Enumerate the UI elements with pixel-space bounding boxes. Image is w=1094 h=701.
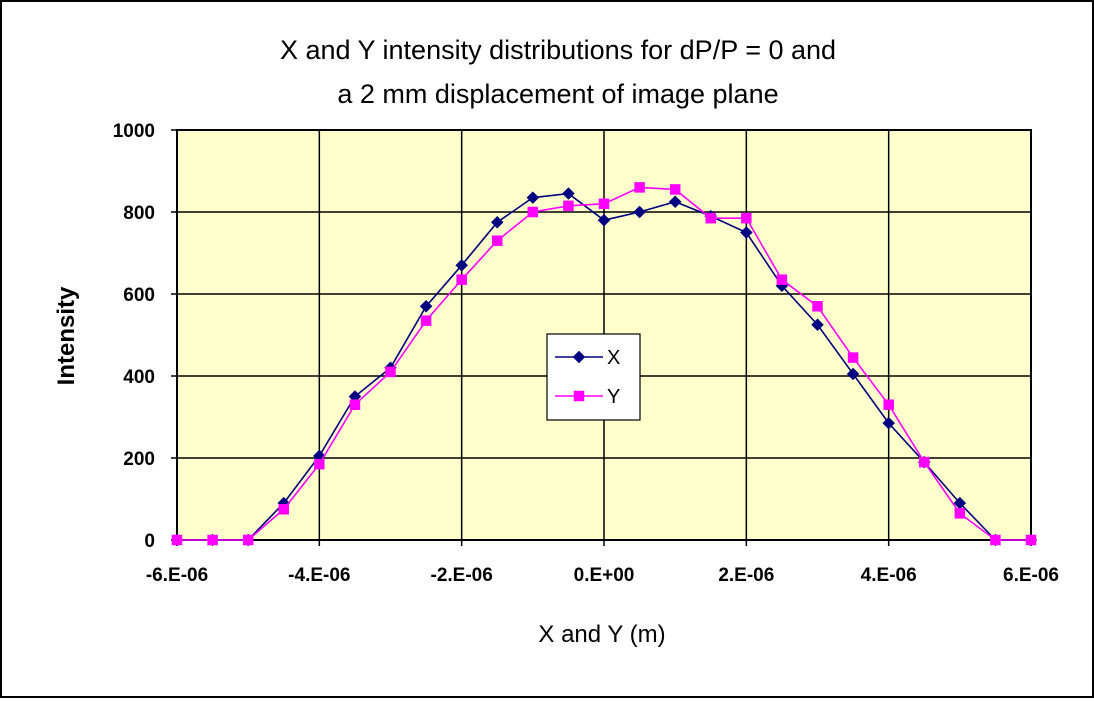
series-x-point	[882, 416, 896, 430]
series-y-point	[990, 534, 1001, 546]
x-tick-label: -6.E-06	[146, 565, 208, 586]
series-y-point	[385, 366, 396, 378]
y-tick-label: 1000	[113, 121, 155, 142]
series-x-point	[419, 299, 433, 313]
series-x-point	[562, 187, 575, 200]
series-x-point	[597, 213, 611, 227]
series-x-point	[526, 191, 540, 205]
x-tick-label: 6.E-06	[1003, 565, 1059, 586]
chart-title: X and Y intensity distributions for dP/P…	[280, 35, 836, 65]
series-y-point	[919, 456, 930, 468]
series-y-point	[883, 399, 894, 410]
series-y-point	[705, 212, 716, 224]
legend-y-label: Y	[607, 386, 620, 408]
series-y-point	[741, 212, 752, 224]
chart-subtitle: a 2 mm displacement of image plane	[337, 79, 778, 109]
series-y-point	[563, 200, 574, 212]
series-x-point	[490, 215, 504, 229]
series-y-point	[598, 198, 610, 210]
x-tick-label: 2.E-06	[718, 565, 774, 586]
series-y-point	[1025, 534, 1037, 546]
series-y-point	[669, 184, 681, 195]
legend-x-marker	[572, 350, 586, 364]
series-y-point	[527, 206, 539, 218]
legend-y-marker	[573, 390, 585, 402]
series-x-point	[668, 195, 682, 209]
series-y-point	[456, 274, 467, 285]
series-x-point	[455, 258, 469, 272]
y-tick-label: 600	[123, 285, 155, 306]
y-tick-label: 200	[123, 449, 155, 470]
x-tick-label: 4.E-06	[861, 565, 917, 586]
series-x-point	[633, 205, 646, 219]
x-axis-title: X and Y (m)	[538, 621, 665, 648]
series-x-point	[846, 367, 860, 381]
series-y-point	[278, 504, 289, 515]
x-tick-label: 0.E+00	[574, 565, 635, 586]
series-y-point	[812, 301, 823, 312]
series-y-point	[242, 534, 254, 546]
series-y-point	[171, 534, 183, 546]
series-y-point	[847, 352, 859, 363]
x-tick-label: -2.E-06	[431, 565, 493, 586]
series-y-point	[776, 274, 788, 285]
y-tick-label: 400	[123, 367, 155, 388]
series-y-point	[634, 182, 645, 193]
legend-box	[546, 333, 641, 421]
series-y-point	[349, 399, 361, 410]
legend-x-label: X	[607, 347, 620, 369]
plot-border	[176, 129, 1032, 541]
y-tick-label: 800	[123, 203, 155, 224]
series-x-point	[811, 318, 824, 332]
y-tick-label: 0	[144, 531, 155, 552]
y-axis-title: Intensity	[53, 286, 80, 385]
series-y-point	[314, 458, 325, 470]
series-x-point	[739, 226, 753, 239]
series-y-point	[420, 315, 432, 326]
series-y-point	[207, 534, 218, 546]
x-tick-label: -4.E-06	[288, 565, 350, 586]
series-y-point	[954, 508, 966, 519]
series-y-point	[492, 235, 503, 246]
plot-area: -6.E-06 -4.E-06 -2.E-06 0.E+00 2.E-06 4.E-06 6…	[113, 121, 1059, 586]
